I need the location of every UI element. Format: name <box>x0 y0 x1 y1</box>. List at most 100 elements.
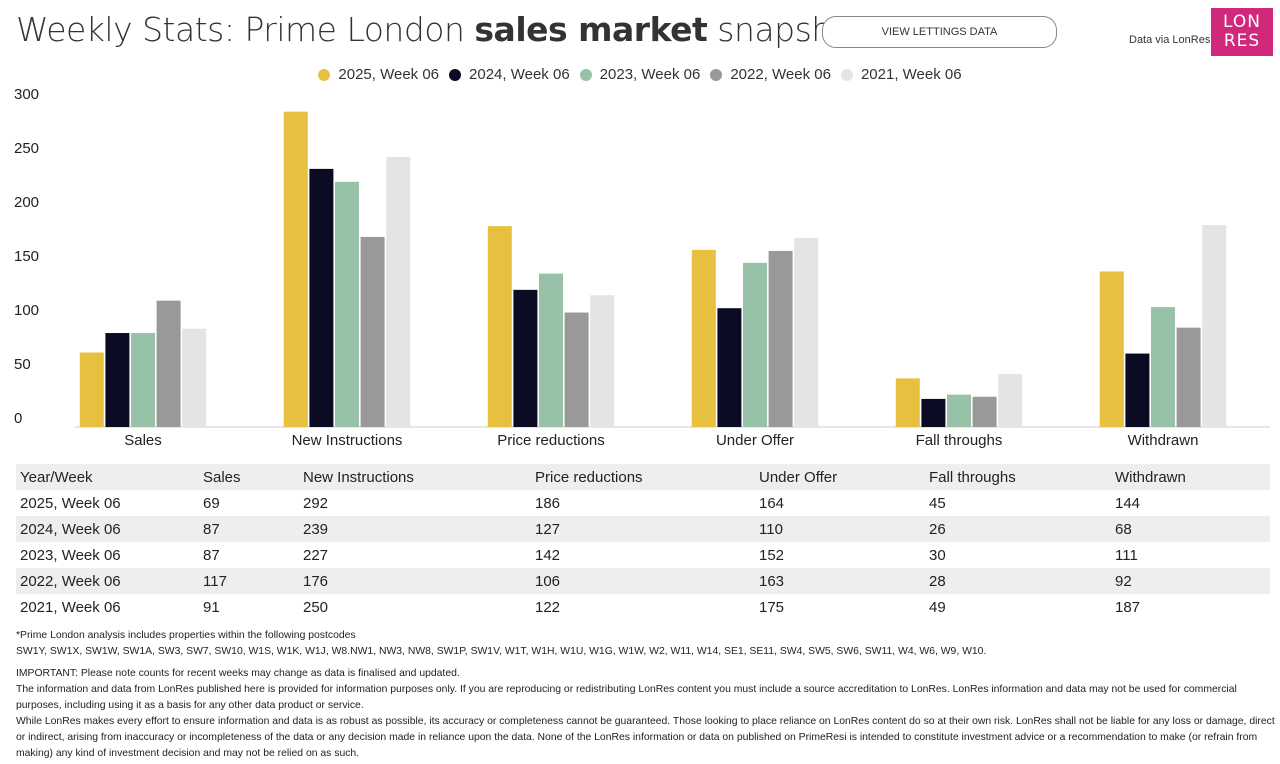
bar <box>105 333 130 427</box>
bar <box>182 328 207 427</box>
table-cell: 2022, Week 06 <box>20 572 121 590</box>
y-tick-label: 150 <box>14 248 39 265</box>
footnotes: *Prime London analysis includes properti… <box>16 628 1280 762</box>
bar <box>131 333 155 427</box>
table-cell: 2023, Week 06 <box>20 546 121 564</box>
legend-swatch <box>840 68 853 81</box>
x-tick-label: Under Offer <box>716 432 794 449</box>
legend-label: 2021, Week 06 <box>860 66 962 83</box>
chart-legend: 2025, Week 06 2024, Week 06 2023, Week 06 2… <box>0 66 1280 83</box>
page-title: Weekly Stats: Prime London sales market … <box>16 10 864 49</box>
x-tick-label: Fall throughs <box>916 432 1003 449</box>
lonres-logo[interactable]: LON RES <box>1211 8 1273 56</box>
legend-label: 2025, Week 06 <box>338 66 440 83</box>
table-cell: 87 <box>203 520 220 538</box>
table-cell: 175 <box>759 598 785 616</box>
table-cell: 292 <box>303 494 329 512</box>
table-cell: 106 <box>535 572 561 590</box>
bar <box>921 398 946 427</box>
legend-swatch <box>449 68 462 81</box>
bar <box>360 236 385 427</box>
bar <box>947 394 971 427</box>
legend-item[interactable]: 2022, Week 06 <box>710 66 831 83</box>
bar <box>743 262 767 427</box>
bar <box>79 352 104 427</box>
table-cell: 69 <box>203 494 220 512</box>
table-cell: 28 <box>929 572 946 590</box>
legend-item[interactable]: 2023, Week 06 <box>579 66 701 83</box>
legend-item[interactable]: 2021, Week 06 <box>840 66 962 83</box>
table-cell: 239 <box>303 520 329 538</box>
column-header: New Instructions <box>303 468 414 486</box>
y-tick-label: 50 <box>14 356 31 373</box>
table-cell: 91 <box>203 598 220 616</box>
postcodes-list: SW1Y, SW1X, SW1W, SW1A, SW3, SW7, SW10, … <box>16 646 987 657</box>
legend-item[interactable]: 2024, Week 06 <box>449 66 570 83</box>
table-cell: 30 <box>929 546 946 564</box>
y-tick-label: 250 <box>14 140 39 157</box>
table-cell: 164 <box>759 494 785 512</box>
table-row: 2021, Week 06 91 250 122 175 49 187 <box>16 594 1270 620</box>
x-tick-label: New Instructions <box>292 432 403 449</box>
info-note: The information and data from LonRes pub… <box>16 684 1237 711</box>
table-cell: 2021, Week 06 <box>20 598 121 616</box>
table-cell: 68 <box>1115 520 1132 538</box>
logo-line: RES <box>1223 31 1261 51</box>
table-cell: 186 <box>535 494 561 512</box>
legend-swatch <box>579 68 592 81</box>
y-tick-label: 100 <box>14 302 39 319</box>
y-tick-label: 0 <box>14 410 22 427</box>
disclaimer-note: While LonRes makes every effort to ensur… <box>16 716 1275 759</box>
table-cell: 163 <box>759 572 785 590</box>
bar <box>487 226 512 427</box>
legend-label: 2023, Week 06 <box>599 66 701 83</box>
table-cell: 45 <box>929 494 946 512</box>
x-tick-label: Price reductions <box>497 432 605 449</box>
column-header: Withdrawn <box>1115 468 1186 486</box>
table-cell: 2025, Week 06 <box>20 494 121 512</box>
legend-item[interactable]: 2025, Week 06 <box>318 66 439 83</box>
table-cell: 176 <box>303 572 329 590</box>
y-tick-label: 300 <box>14 86 39 103</box>
column-header: Year/Week <box>20 468 93 486</box>
bar <box>1151 307 1175 427</box>
table-cell: 26 <box>929 520 946 538</box>
table-cell: 187 <box>1115 598 1141 616</box>
view-lettings-data-button[interactable]: VIEW LETTINGS DATA <box>822 16 1057 48</box>
bar <box>717 308 742 427</box>
title-text: Weekly Stats: Prime London <box>16 10 475 49</box>
table-row: 2024, Week 06 87 239 127 110 26 68 <box>16 516 1270 542</box>
x-tick-label: Withdrawn <box>1128 432 1199 449</box>
bar <box>386 157 411 427</box>
y-tick-label: 200 <box>14 194 39 211</box>
data-source-label: Data via LonRes <box>1129 34 1211 46</box>
title-bold: sales market <box>474 10 708 49</box>
bar <box>972 396 997 427</box>
table-cell: 122 <box>535 598 561 616</box>
table-row: 2023, Week 06 87 227 142 152 30 111 <box>16 542 1270 568</box>
table-row: 2022, Week 06 117 176 106 163 28 92 <box>16 568 1270 594</box>
data-table: Year/Week Sales New Instructions Price redu… <box>16 464 1270 620</box>
bar <box>590 295 615 427</box>
bar <box>335 181 359 427</box>
bar <box>513 289 538 427</box>
legend-swatch <box>318 68 331 81</box>
bar-chart: 0 50 100 150 200 250 300 Sales New Instructions P… <box>14 86 1270 449</box>
bar <box>691 249 716 427</box>
column-header: Sales <box>203 468 241 486</box>
table-cell: 110 <box>759 520 783 538</box>
bar <box>1202 225 1227 427</box>
table-cell: 87 <box>203 546 220 564</box>
bar <box>156 300 181 427</box>
table-row: 2025, Week 06 69 292 186 164 45 144 <box>16 490 1270 516</box>
bar <box>998 374 1023 427</box>
table-cell: 144 <box>1115 494 1141 512</box>
bar <box>794 238 819 427</box>
table-cell: 2024, Week 06 <box>20 520 121 538</box>
table-cell: 227 <box>303 546 329 564</box>
table-cell: 127 <box>535 520 561 538</box>
column-header: Fall throughs <box>929 468 1016 486</box>
bar <box>564 312 589 427</box>
table-cell: 250 <box>303 598 329 616</box>
bar <box>768 250 793 427</box>
